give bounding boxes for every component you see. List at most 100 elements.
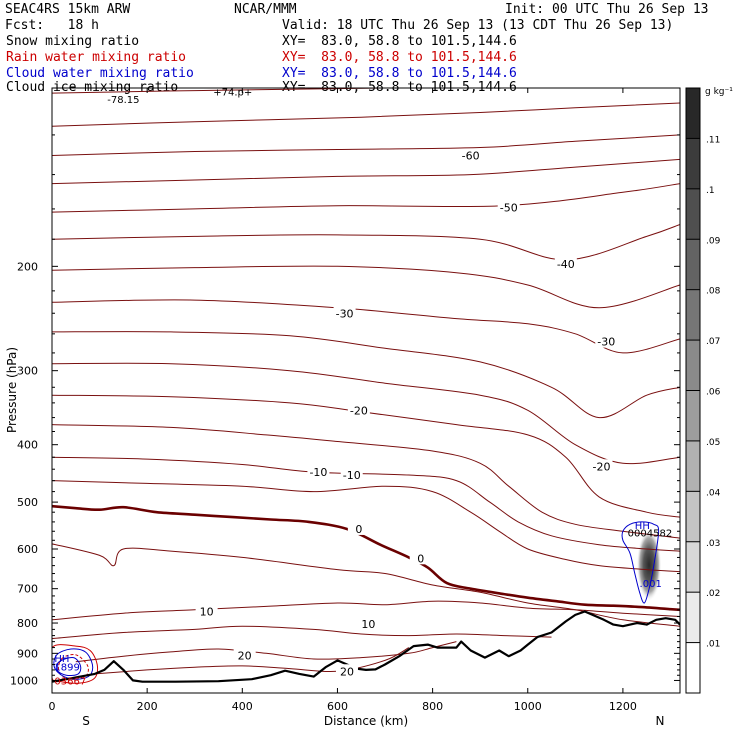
isotherm-label-bg-2 xyxy=(554,256,577,270)
isotherm-10 xyxy=(52,394,680,518)
max-label-2: .001 xyxy=(640,579,662,590)
isotherm-label-bg-1 xyxy=(497,200,520,214)
max-label-4: 1899 xyxy=(54,662,79,673)
endpoint-north: N xyxy=(656,714,665,728)
y-tick-label-3: 500 xyxy=(17,496,38,509)
colorbar-tick-label-8: .09 xyxy=(706,236,721,246)
isotherm-16 xyxy=(52,625,552,640)
field-label-cloud-water: Cloud water mixing ratio xyxy=(6,66,194,81)
colorbar-bin-9 xyxy=(686,188,700,240)
colorbar-tick-label-7: .08 xyxy=(706,287,721,297)
valid-time: Valid: 18 UTC Thu 26 Sep 13 (13 CDT Thu … xyxy=(282,18,674,33)
colorbar-tick-label-5: .06 xyxy=(706,388,721,398)
forecast-hour: Fcst: 18 h xyxy=(5,18,99,33)
isotherm-5 xyxy=(52,224,680,261)
endpoint-south: S xyxy=(82,714,90,728)
max-label-1: 0004582 xyxy=(628,529,673,540)
isotherm-label-14: 20 xyxy=(340,665,354,678)
y-tick-label-2: 400 xyxy=(17,439,38,452)
colorbar-bin-3 xyxy=(686,491,700,542)
max-label-0: HH xyxy=(635,521,650,532)
y-axis-title: Pressure (hPa) xyxy=(5,347,19,433)
colorbar-bin-7 xyxy=(686,289,700,341)
isotherm-label-10: 0 xyxy=(417,552,424,565)
max-label-3: HH xyxy=(54,654,69,665)
colorbar-tick-label-10: .11 xyxy=(706,135,720,145)
max-label-5: 03667 xyxy=(54,676,86,687)
isotherm-9 xyxy=(52,362,680,465)
colorbar-bin-10 xyxy=(686,138,700,189)
colorbar-tick-label-2: .03 xyxy=(706,539,720,549)
isotherm-label-bg-13 xyxy=(233,648,256,662)
isotherm-3 xyxy=(52,158,680,185)
colorbar-unit: g kg⁻¹ xyxy=(705,87,733,97)
isotherm-label-bg-0 xyxy=(459,148,482,162)
isotherm-14 xyxy=(52,543,680,627)
field-xy-cloud-water: XY= 83.0, 58.8 to 101.5,144.6 xyxy=(282,66,517,81)
colorbar-bin-0 xyxy=(686,642,700,693)
isotherm-4 xyxy=(52,183,680,213)
isotherm-label-bg-9 xyxy=(347,521,370,535)
y-tick-label-5: 700 xyxy=(17,583,38,596)
field-label-snow: Snow mixing ratio xyxy=(6,34,140,49)
y-tick-label-1: 300 xyxy=(17,365,38,378)
isotherm-label-1: -50 xyxy=(500,201,518,214)
isotherm-13 xyxy=(52,480,680,573)
isotherm-label-bg-3 xyxy=(333,306,356,320)
isotherm-12 xyxy=(52,456,680,552)
isotherm-label-2: -40 xyxy=(557,258,575,271)
y-tick-label-0: 200 xyxy=(17,260,38,273)
colorbar-tick-label-1: .02 xyxy=(706,589,720,599)
isotherm-label-12: 10 xyxy=(361,618,375,631)
isotherm-label-5: -20 xyxy=(350,404,368,417)
isotherm-label-bg-6 xyxy=(590,459,613,473)
colorbar-bin-8 xyxy=(686,239,700,290)
colorbar-bin-4 xyxy=(686,440,700,492)
isotherm-label-0: -60 xyxy=(462,150,480,163)
model-title: SEAC4RS 15km ARW xyxy=(5,2,131,17)
colorbar-bin-6 xyxy=(686,340,700,391)
isotherm-7 xyxy=(52,299,680,354)
isotherm-label-bg-8 xyxy=(340,467,363,481)
init-time: Init: 00 UTC Thu 26 Sep 13 xyxy=(505,2,709,17)
isotherm-label-13: 20 xyxy=(238,650,252,663)
y-tick-label-7: 900 xyxy=(17,647,38,660)
y-tick-label-8: 1000 xyxy=(10,674,38,687)
isotherm-label-bg-14 xyxy=(335,664,358,678)
field-xy-rain: XY= 83.0, 58.8 to 101.5,144.6 xyxy=(282,50,517,65)
x-tick-label-6: 1200 xyxy=(609,700,637,713)
isotherm-label-bg-11 xyxy=(195,604,218,618)
colorbar-tick-label-4: .05 xyxy=(706,438,720,448)
cloud-water-contour-0 xyxy=(621,521,660,604)
isotherm-label-bg-5 xyxy=(347,403,370,417)
isotherm-label-3: -30 xyxy=(336,307,354,320)
colorbar-bin-1 xyxy=(686,592,700,643)
y-tick-label-4: 600 xyxy=(17,543,38,556)
colorbar-tick-label-6: .07 xyxy=(706,337,720,347)
field-xy-snow: XY= 83.0, 58.8 to 101.5,144.6 xyxy=(282,34,517,49)
isotherm-label-11: 10 xyxy=(200,606,214,619)
colorbar-bin-5 xyxy=(686,390,700,441)
x-tick-label-4: 800 xyxy=(422,700,443,713)
isotherm-2 xyxy=(52,134,680,156)
organization: NCAR/MMM xyxy=(234,2,297,17)
cloud-ice-shading xyxy=(636,528,662,602)
cloud-water-contour-2 xyxy=(55,656,82,677)
colorbar-tick-label-9: .1 xyxy=(706,186,715,196)
top-label-0: -78.15 xyxy=(107,95,139,106)
isotherm-6 xyxy=(52,265,680,309)
x-axis-title: Distance (km) xyxy=(324,714,408,728)
isotherm-label-9: 0 xyxy=(355,523,362,536)
field-label-rain: Rain water mixing ratio xyxy=(6,50,187,65)
colorbar-tick-label-0: .01 xyxy=(706,640,720,650)
isotherm-11 xyxy=(52,424,680,539)
isotherm-17 xyxy=(75,641,457,663)
isotherm-label-bg-7 xyxy=(307,465,330,479)
x-tick-label-2: 400 xyxy=(232,700,253,713)
colorbar-bin-11 xyxy=(686,88,700,139)
colorbar-tick-label-3: .04 xyxy=(706,488,721,498)
x-tick-label-5: 1000 xyxy=(514,700,542,713)
isotherm-label-bg-12 xyxy=(357,616,380,630)
top-label-1: +74.p+ xyxy=(213,88,252,99)
